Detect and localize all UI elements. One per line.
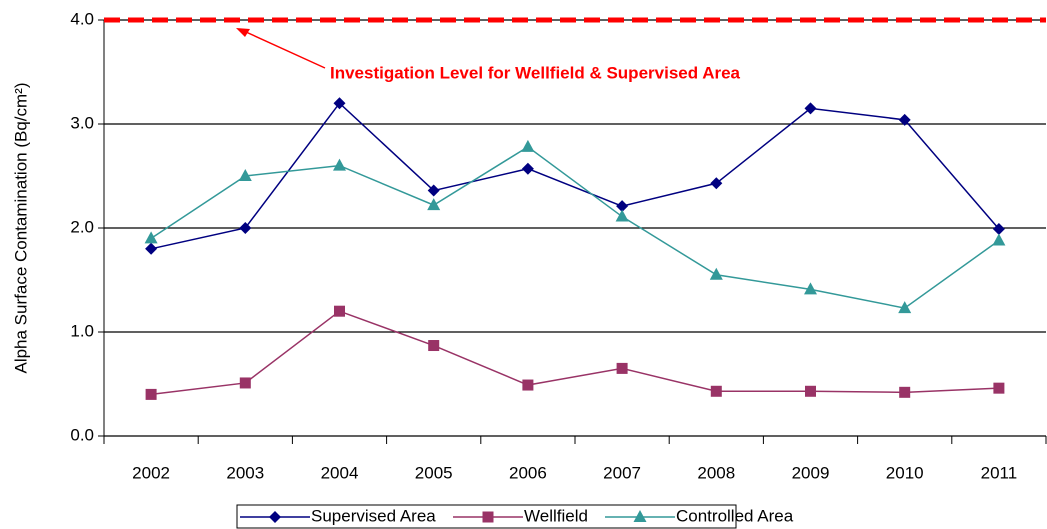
marker bbox=[522, 379, 534, 391]
legend-label: Wellfield bbox=[524, 506, 588, 525]
annotation-arrow bbox=[245, 31, 326, 69]
x-tick-label: 2010 bbox=[886, 463, 924, 482]
marker bbox=[804, 282, 817, 295]
marker bbox=[633, 510, 647, 522]
marker bbox=[145, 388, 157, 400]
series-line bbox=[150, 145, 1000, 309]
marker bbox=[269, 511, 281, 523]
marker bbox=[333, 97, 346, 110]
marker bbox=[898, 113, 911, 126]
series-line bbox=[151, 310, 999, 396]
marker bbox=[992, 233, 1006, 246]
marker bbox=[992, 223, 1005, 236]
marker bbox=[144, 231, 158, 244]
marker bbox=[334, 305, 345, 317]
marker bbox=[333, 158, 346, 171]
marker bbox=[616, 362, 628, 374]
marker bbox=[482, 511, 494, 523]
y-tick-label: 3.0 bbox=[70, 113, 94, 132]
annotation-arrowhead bbox=[236, 28, 250, 37]
marker bbox=[239, 222, 252, 234]
x-tick-label: 2008 bbox=[697, 463, 735, 482]
marker bbox=[804, 102, 817, 115]
marker bbox=[427, 198, 441, 211]
x-tick-label: 2005 bbox=[415, 463, 453, 482]
marker bbox=[145, 242, 158, 255]
marker bbox=[521, 162, 534, 175]
marker bbox=[898, 301, 912, 314]
x-tick-label: 2003 bbox=[226, 463, 264, 482]
legend-label: Controlled Area bbox=[676, 506, 794, 525]
marker bbox=[993, 382, 1005, 394]
x-tick-label: 2009 bbox=[792, 463, 830, 482]
x-tick-label: 2011 bbox=[981, 463, 1018, 482]
x-tick-label: 2006 bbox=[509, 463, 547, 482]
marker bbox=[615, 209, 629, 222]
y-tick-label: 2.0 bbox=[70, 217, 94, 236]
y-tick-label: 1.0 bbox=[70, 321, 94, 340]
y-axis-label: Alpha Surface Contamination (Bq/cm²) bbox=[11, 82, 30, 373]
y-tick-label: 0.0 bbox=[70, 425, 94, 444]
marker bbox=[428, 340, 440, 352]
marker bbox=[427, 184, 440, 197]
marker bbox=[805, 385, 816, 397]
annotation: Investigation Level for Wellfield & Supe… bbox=[330, 63, 741, 82]
marker bbox=[239, 377, 251, 389]
series-line bbox=[150, 102, 1000, 250]
x-tick-label: 2007 bbox=[603, 463, 641, 482]
marker bbox=[238, 169, 252, 181]
marker bbox=[899, 386, 911, 398]
marker bbox=[710, 177, 723, 190]
x-tick-label: 2002 bbox=[132, 463, 170, 482]
marker bbox=[521, 139, 535, 152]
marker bbox=[710, 385, 722, 397]
legend-label: Supervised Area bbox=[311, 506, 436, 525]
marker bbox=[616, 200, 629, 213]
marker bbox=[709, 267, 723, 280]
x-tick-label: 2004 bbox=[321, 463, 359, 482]
y-tick-label: 4.0 bbox=[70, 9, 94, 28]
